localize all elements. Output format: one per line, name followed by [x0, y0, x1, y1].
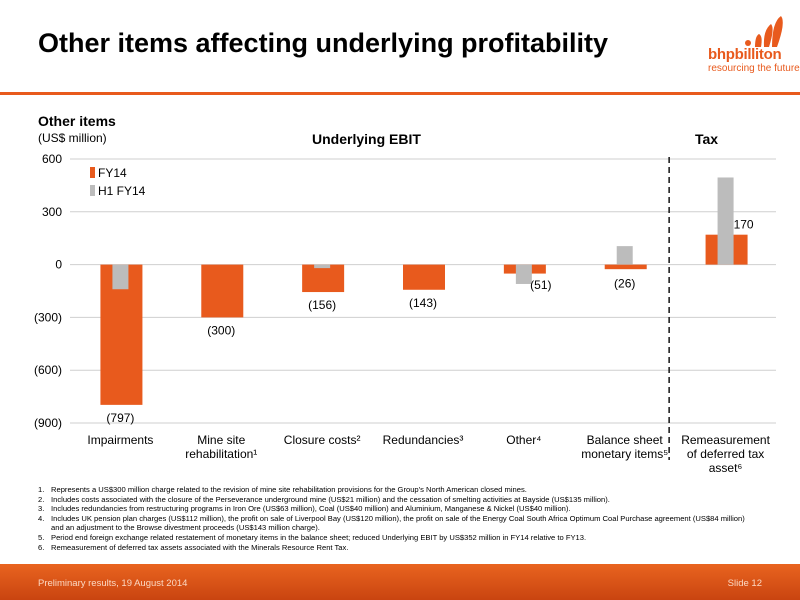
data-label: (26) [614, 276, 635, 290]
footnote-number: 1. [38, 485, 45, 494]
y-tick-label: 0 [55, 258, 62, 272]
bar-h1-fy14 [515, 264, 532, 284]
bar-fy14 [201, 264, 244, 318]
logo-wordmark: bhpbilliton [708, 46, 782, 63]
footnote-number: 5. [38, 532, 45, 542]
bar-fy14 [403, 264, 445, 290]
footnote-number: 2. [38, 494, 45, 504]
footnote-item: 4. Includes UK pension plan charges (US$1… [38, 514, 758, 533]
chart-unit-label: (US$ million) [38, 131, 107, 145]
logo-tagline: resourcing the future [708, 63, 800, 74]
data-label: (797) [106, 411, 134, 425]
footnote-number: 3. [38, 504, 45, 514]
y-tick-label: (300) [34, 310, 62, 324]
footer-bar [0, 564, 800, 600]
y-tick-label: (900) [34, 416, 62, 430]
footnote-item: 6. Remeasurement of deferred tax assets a… [38, 543, 758, 553]
footnote-text: Includes redundancies from restructuring… [51, 504, 571, 514]
footnote-item: 2. Includes costs associated with the clo… [38, 495, 758, 505]
slide-title: Other items affecting underlying profita… [38, 28, 609, 58]
header-divider [0, 92, 800, 95]
data-label: (143) [409, 296, 437, 310]
x-category-label: Balance sheet [587, 433, 664, 447]
y-tick-label: 300 [42, 205, 62, 219]
y-tick-label: (600) [34, 363, 62, 377]
bar-h1-fy14 [616, 246, 633, 265]
footnote-text: Period end foreign exchange related rest… [51, 532, 587, 542]
footnote-item: 5. Period end foreign exchange related re… [38, 533, 758, 543]
bar-chart: 600 300 0 (300) (600) (900) (797) (300) (156) (14… [34, 152, 776, 475]
footnote-item: 3. Includes redundancies from restructuri… [38, 504, 758, 514]
y-tick-label: 600 [42, 152, 62, 166]
footnote-number: 6. [38, 542, 45, 552]
footer-slide-number: Slide 12 [727, 578, 762, 589]
x-category-label: Mine site [197, 433, 245, 447]
footnote-text: Includes costs associated with the closu… [51, 494, 610, 504]
legend-swatch [90, 167, 95, 178]
x-category-label: Other⁴ [506, 433, 541, 447]
data-label: 170 [734, 218, 754, 232]
bar-h1-fy14 [112, 264, 129, 290]
footnote-number: 4. [38, 513, 45, 523]
footnote-text: Represents a US$300 million charge relat… [51, 485, 527, 494]
data-label: (51) [530, 278, 551, 292]
legend-label: H1 FY14 [98, 184, 146, 198]
legend-swatch [90, 185, 95, 196]
x-category-label: rehabilitation¹ [185, 447, 257, 461]
footnote-item: 1. Represents a US$300 million charge rel… [38, 485, 758, 495]
x-category-label: Redundancies³ [383, 433, 464, 447]
footer-presentation-info: Preliminary results, 19 August 2014 [38, 578, 188, 589]
data-label: (156) [308, 298, 336, 312]
data-label: (300) [207, 323, 235, 337]
footnote-text: Remeasurement of deferred tax assets ass… [51, 542, 349, 552]
x-category-label: Remeasurement [681, 433, 770, 447]
section-label-underlying-ebit: Underlying EBIT [312, 131, 421, 147]
chart-title: Other items [38, 113, 116, 129]
legend-label: FY14 [98, 166, 127, 180]
section-label-tax: Tax [695, 131, 719, 147]
x-category-label: asset⁶ [709, 461, 743, 475]
bar-h1-fy14 [717, 177, 734, 265]
footnote-text: Includes UK pension plan charges (US$112… [51, 513, 745, 533]
bar-h1-fy14 [314, 264, 331, 269]
bhp-logo-icon [745, 16, 783, 47]
bar-fy14 [604, 264, 647, 270]
footnotes: 1. Represents a US$300 million charge rel… [38, 485, 758, 552]
x-category-label: monetary items⁵ [581, 447, 668, 461]
x-category-label: Impairments [87, 433, 153, 447]
bar-fy14 [302, 264, 345, 293]
x-category-label: Closure costs² [284, 433, 361, 447]
x-category-label: of deferred tax [687, 447, 764, 461]
